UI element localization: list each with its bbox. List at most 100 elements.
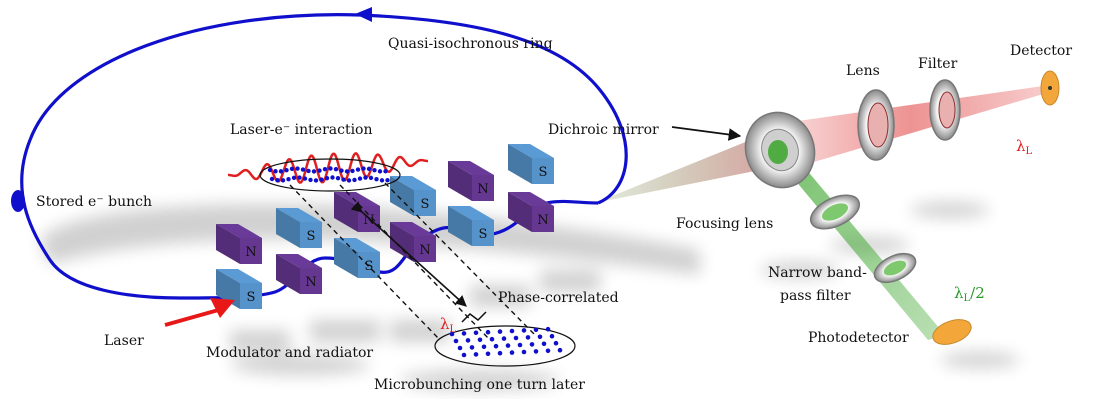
dichroic-mirror bbox=[744, 111, 816, 189]
label-laser: Laser bbox=[104, 333, 144, 349]
magnet-pole-label: S bbox=[307, 229, 316, 244]
electron-dot bbox=[357, 176, 363, 181]
label-phase: Phase-correlated bbox=[498, 290, 619, 306]
magnet-north-m12: N bbox=[508, 192, 554, 232]
magnet-north-m4: N bbox=[276, 254, 322, 294]
radiation-cone bbox=[595, 132, 770, 203]
microbunch-dot bbox=[481, 344, 487, 350]
label-narrow-2: pass filter bbox=[780, 288, 851, 304]
electron-dot bbox=[302, 176, 308, 181]
microbunch-dot bbox=[553, 340, 559, 346]
label-lambda-red: λL bbox=[1016, 137, 1033, 157]
microbunch-dot bbox=[533, 327, 539, 333]
magnet-pole-label: S bbox=[421, 197, 430, 212]
filter-red bbox=[929, 79, 961, 141]
electron-dot bbox=[368, 175, 374, 181]
electron-dot bbox=[335, 175, 341, 181]
electron-dot bbox=[377, 169, 383, 174]
projection-arrows bbox=[350, 201, 467, 307]
microbunch-dot bbox=[557, 347, 563, 353]
electron-dot bbox=[322, 166, 328, 172]
electron-dot bbox=[324, 175, 330, 181]
electron-dot bbox=[355, 167, 361, 172]
microbunch-dot bbox=[461, 352, 467, 358]
microbunch-dot bbox=[489, 336, 495, 342]
magnet-pole-label: N bbox=[419, 243, 430, 258]
electron-dot bbox=[385, 178, 390, 183]
label-interaction: Laser-e⁻ interaction bbox=[230, 122, 373, 138]
label-lambda-mid: λL bbox=[440, 315, 457, 335]
magnet-pole-label: N bbox=[477, 182, 488, 197]
microbunch-dot bbox=[545, 326, 551, 332]
magnet-pole-label: S bbox=[539, 165, 548, 180]
electron-dot bbox=[344, 169, 350, 174]
magnet-north-m1: N bbox=[216, 224, 262, 264]
microbunch-dot bbox=[525, 335, 531, 340]
magnet-pole-label: N bbox=[537, 213, 548, 228]
microbunch-dot bbox=[465, 338, 471, 343]
electron-dot bbox=[346, 178, 352, 183]
microbunch-dot bbox=[457, 345, 463, 351]
electron-dot bbox=[289, 166, 295, 172]
magnet-south-m11: S bbox=[508, 144, 554, 184]
photodetector-device bbox=[932, 319, 972, 345]
label-microbunching: Microbunching one turn later bbox=[374, 377, 585, 393]
detector-red bbox=[1040, 70, 1060, 106]
microbunch-dot bbox=[549, 333, 555, 339]
electron-dot bbox=[291, 175, 297, 181]
electron-dot bbox=[297, 175, 302, 180]
electron-dot bbox=[379, 178, 385, 183]
lens-red bbox=[857, 89, 895, 161]
green-beam bbox=[770, 150, 945, 340]
dichroic-pointer bbox=[671, 126, 742, 141]
electron-dot bbox=[267, 167, 273, 173]
electron-dot bbox=[317, 168, 322, 173]
stored-bunch bbox=[11, 190, 25, 212]
electron-dot bbox=[341, 177, 346, 182]
narrow-band-filter bbox=[873, 252, 917, 284]
label-detector: Detector bbox=[1010, 43, 1072, 59]
microbunch-dot bbox=[461, 331, 467, 336]
electron-dot bbox=[319, 177, 324, 182]
microbunch-dot bbox=[485, 351, 491, 357]
magnet-pole-label: S bbox=[247, 290, 256, 305]
microbunch-dot bbox=[545, 348, 551, 354]
electron-dot bbox=[300, 167, 306, 172]
microbunch-dot bbox=[473, 352, 479, 357]
electron-dot bbox=[308, 177, 313, 183]
microbunch-dot bbox=[509, 328, 515, 334]
microbunch-dot bbox=[513, 335, 519, 341]
magnet-pole-label: N bbox=[245, 245, 256, 260]
ring-direction-arrow bbox=[355, 7, 372, 22]
electron-dot bbox=[339, 168, 344, 173]
magnet-north-m9: N bbox=[448, 161, 494, 201]
electron-dot bbox=[295, 166, 300, 171]
electron-dot bbox=[280, 178, 286, 183]
wavelength-marker bbox=[461, 311, 487, 323]
microbunch-dot bbox=[501, 336, 507, 341]
electron-dot bbox=[374, 177, 379, 182]
microbunch-dot bbox=[449, 331, 455, 337]
microbunch-dot bbox=[477, 337, 483, 343]
magnet-south-m6: S bbox=[334, 238, 380, 278]
electron-dot bbox=[284, 168, 289, 173]
electron-dot bbox=[366, 166, 372, 172]
electron-dot bbox=[273, 169, 278, 174]
label-dichroic: Dichroic mirror bbox=[548, 122, 659, 138]
microbunch-dot bbox=[497, 329, 503, 334]
microbunch-dot bbox=[521, 328, 527, 333]
microbunch-dot bbox=[521, 349, 527, 355]
electron-dot bbox=[286, 177, 291, 182]
label-lens: Lens bbox=[846, 63, 880, 79]
label-narrow-1: Narrow band- bbox=[768, 265, 867, 281]
label-bunch: Stored e⁻ bunch bbox=[36, 194, 152, 210]
microbunching bbox=[434, 325, 576, 367]
electron-dot bbox=[383, 169, 388, 174]
electron-dot bbox=[333, 166, 339, 172]
microbunch-dot bbox=[473, 330, 479, 336]
label-photodetector: Photodetector bbox=[808, 330, 909, 346]
microbunch-dot bbox=[517, 342, 523, 348]
electron-dot bbox=[352, 177, 357, 183]
electron-dot bbox=[330, 175, 335, 180]
